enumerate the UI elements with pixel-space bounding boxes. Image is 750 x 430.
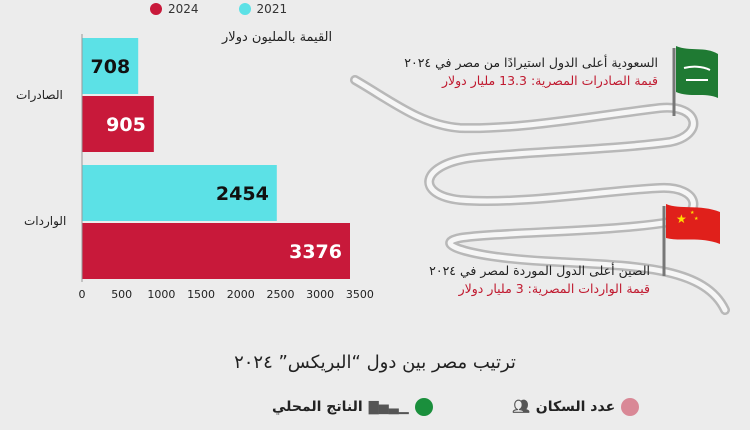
china-annotation-subtitle: قيمة الواردات المصرية: 3 مليار دولار	[458, 281, 650, 296]
bar-2021-0	[82, 38, 139, 94]
x-tick-label-500: 500	[111, 288, 132, 301]
legend-label-2021: 2021	[256, 2, 288, 16]
china-annotation: الصين أعلى الدول الموردة لمصر في ٢٠٢٤ قي…	[429, 262, 650, 298]
bar-chart-icon: ▁▃▅▇	[368, 399, 409, 415]
metric-gdp: ▁▃▅▇ الناتج المحلي	[272, 398, 433, 416]
svg-text:★: ★	[690, 210, 695, 216]
metric-population-dot	[621, 398, 640, 416]
svg-text:★: ★	[676, 212, 687, 226]
metric-population-label: عدد السكان	[535, 399, 616, 415]
saudi-annotation-subtitle: قيمة الصادرات المصرية: 13.3 مليار دولار	[441, 73, 658, 88]
category-label-exports: الصادرات	[16, 88, 63, 102]
unit-label: القيمة بالمليون دولار	[222, 30, 333, 45]
metric-gdp-dot	[414, 398, 433, 416]
svg-text:★: ★	[694, 216, 699, 222]
legend-swatch-2024	[150, 3, 162, 15]
bar-2024-1	[82, 223, 350, 279]
china-annotation-title: الصين أعلى الدول الموردة لمصر في ٢٠٢٤	[429, 263, 650, 278]
data-label-2024-0: 905	[106, 114, 146, 136]
people-icon: 👥︎	[512, 399, 530, 415]
x-tick-label-3000: 3000	[306, 288, 334, 301]
category-label-imports: الواردات	[24, 214, 67, 228]
road-decoration-inner	[352, 77, 728, 313]
section-title: ترتيب مصر بين دول “البريكس” ٢٠٢٤	[234, 352, 516, 373]
saudi-flag-icon	[672, 46, 718, 116]
x-tick-label-2500: 2500	[266, 288, 294, 301]
x-tick-label-2000: 2000	[227, 288, 255, 301]
saudi-annotation-title: السعودية أعلى الدول استيرادًا من مصر في …	[404, 55, 658, 70]
bar-2024-0	[82, 96, 154, 152]
x-tick-label-3500: 3500	[346, 288, 374, 301]
legend-item-2024: 2024	[150, 2, 199, 16]
data-label-2021-0: 708	[91, 56, 131, 78]
data-label-2021-1: 2454	[216, 183, 269, 205]
x-tick-label-1500: 1500	[187, 288, 215, 301]
legend-swatch-2021	[238, 3, 251, 15]
saudi-annotation: السعودية أعلى الدول استيرادًا من مصر في …	[404, 54, 658, 90]
china-flag-icon: ★ ★ ★	[662, 204, 720, 276]
chart-legend: 2024 2021	[150, 2, 287, 16]
legend-label-2024: 2024	[168, 2, 199, 16]
x-tick-label-1000: 1000	[147, 288, 175, 301]
metric-gdp-label: الناتج المحلي	[272, 399, 363, 415]
bar-2021-1	[82, 165, 277, 221]
metric-population: عدد السكان 👥︎	[512, 398, 640, 416]
x-tick-label-0: 0	[79, 288, 86, 301]
legend-item-2021: 2021	[238, 2, 288, 16]
data-label-2024-1: 3376	[289, 241, 342, 263]
